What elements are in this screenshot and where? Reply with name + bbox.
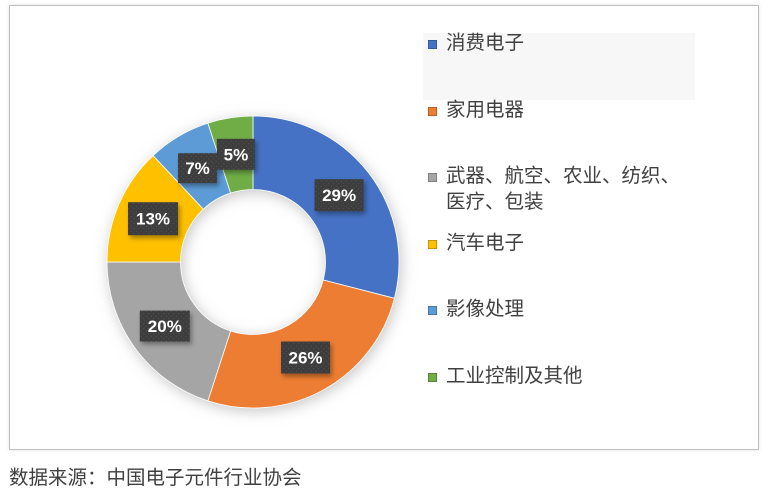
- svg-text:29%: 29%: [322, 186, 356, 205]
- svg-text:26%: 26%: [288, 349, 322, 368]
- svg-text:7%: 7%: [185, 159, 210, 178]
- svg-text:13%: 13%: [136, 210, 170, 229]
- svg-text:5%: 5%: [224, 145, 249, 164]
- svg-text:20%: 20%: [148, 317, 182, 336]
